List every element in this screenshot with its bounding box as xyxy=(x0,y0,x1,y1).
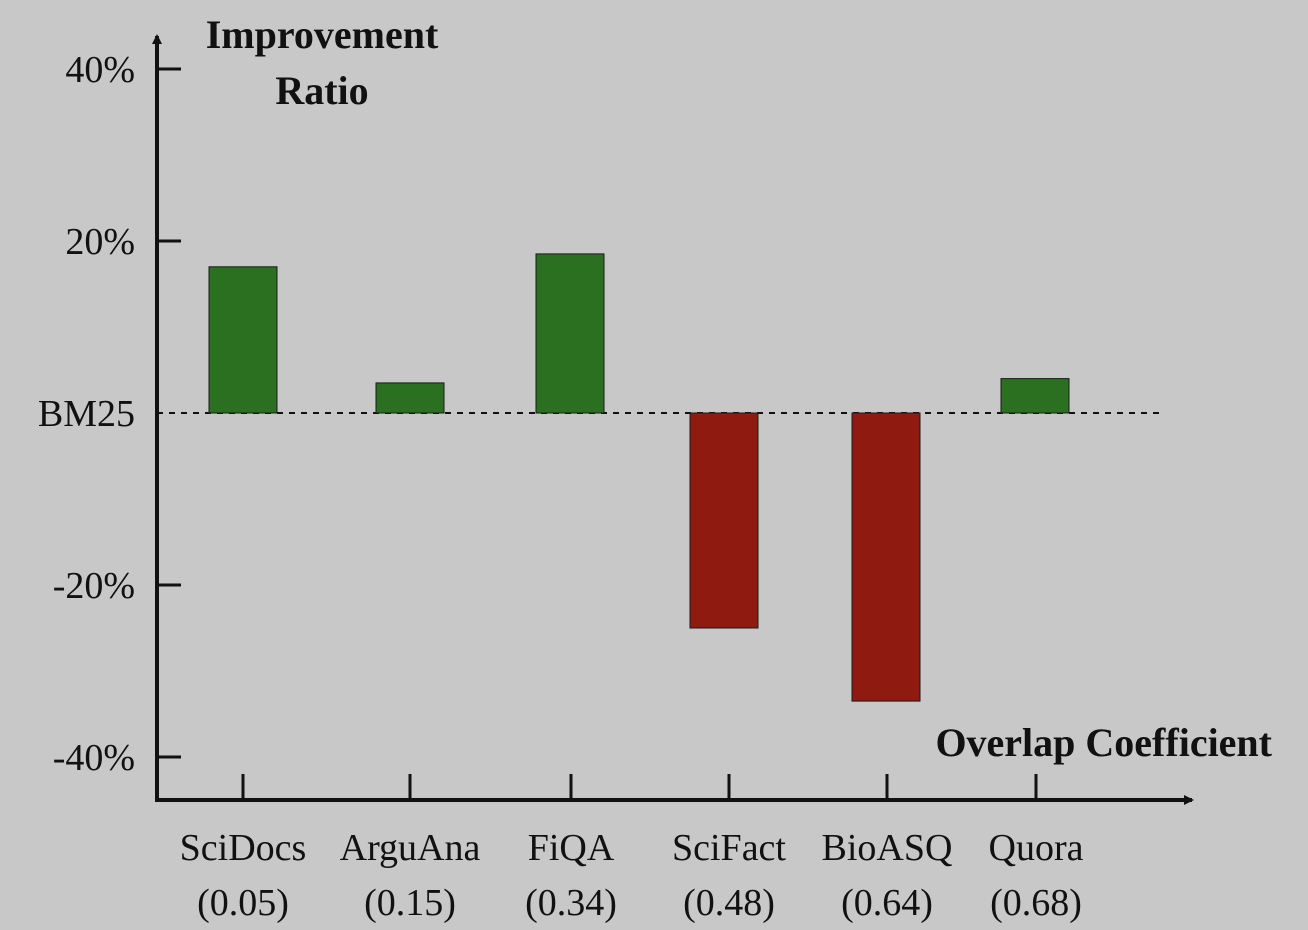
x-tick-label: BioASQ xyxy=(822,827,953,869)
x-tick-sublabel: (0.68) xyxy=(990,882,1082,924)
x-tick-label: ArguAna xyxy=(340,827,481,869)
y-tick-label: 40% xyxy=(65,49,135,91)
x-tick-sublabel: (0.34) xyxy=(525,882,617,924)
x-tick-sublabel: (0.48) xyxy=(683,882,775,924)
x-tick-sublabel: (0.64) xyxy=(841,882,933,924)
x-axis: SciDocs (0.05) ArguAna (0.15) FiQA (0.34) SciF… xyxy=(155,774,1194,924)
bar xyxy=(535,253,605,414)
x-tick-label: SciFact xyxy=(672,827,786,869)
x-tick-label: FiQA xyxy=(528,827,615,869)
baseline-label: BM25 xyxy=(38,393,135,435)
y-tick-label: -40% xyxy=(53,737,135,779)
x-tick-sublabel: (0.15) xyxy=(364,882,456,924)
y-axis: 40% 20% -20% -40% BM25 xyxy=(38,34,181,800)
axis-titles: Improvement Ratio Overlap Coefficient xyxy=(206,12,1273,765)
y-tick-label: 20% xyxy=(65,221,135,263)
bar xyxy=(689,412,759,629)
bar xyxy=(208,266,278,414)
bar xyxy=(1000,378,1070,414)
x-tick-label: Quora xyxy=(989,827,1084,869)
x-tick-label: SciDocs xyxy=(180,827,307,869)
x-tick-sublabel: (0.05) xyxy=(197,882,289,924)
y-axis-title-line1: Improvement xyxy=(206,12,439,57)
y-axis-title-line2: Ratio xyxy=(275,68,368,113)
bar xyxy=(375,382,445,414)
bars xyxy=(208,253,1070,702)
y-tick-label: -20% xyxy=(53,565,135,607)
bar xyxy=(851,412,921,702)
x-axis-title: Overlap Coefficient xyxy=(935,720,1272,765)
